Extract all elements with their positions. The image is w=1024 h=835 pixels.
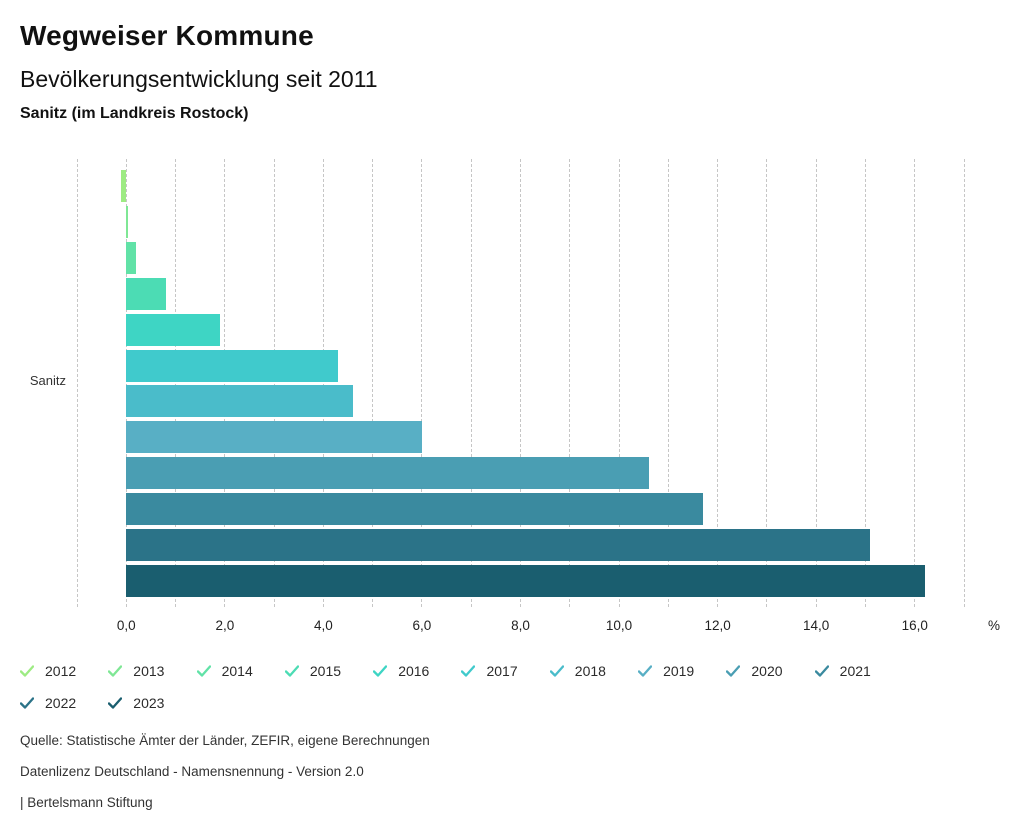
- app-title: Wegweiser Kommune: [20, 20, 314, 51]
- gridline: [421, 159, 423, 607]
- bar-2015[interactable]: [126, 277, 166, 310]
- check-icon: [284, 665, 299, 677]
- gridline: [815, 159, 817, 607]
- legend-item-2012[interactable]: 2012: [20, 655, 108, 687]
- check-icon: [108, 665, 123, 677]
- gridline: [864, 159, 866, 607]
- bar-2014[interactable]: [126, 241, 137, 274]
- legend-item-2018[interactable]: 2018: [549, 655, 638, 687]
- legend-label: 2014: [221, 663, 253, 679]
- gridline: [520, 159, 521, 607]
- gridline: [766, 159, 768, 607]
- source-note: Quelle: Statistische Ämter der Länder, Z…: [20, 733, 430, 748]
- bar-2016[interactable]: [126, 313, 220, 346]
- gridline: [569, 159, 571, 607]
- check-icon: [726, 665, 741, 677]
- check-icon: [20, 665, 34, 677]
- gridline: [963, 159, 965, 607]
- legend-label: 2012: [45, 663, 77, 679]
- bar-chart: Sanitz 0,0 2,0 4,0 6,0 8,0 10,0 12,0 14,0 16,0%: [0, 159, 1024, 639]
- chart-title: Bevölkerungsentwicklung seit 2011: [20, 66, 378, 92]
- legend-item-2021[interactable]: 2021: [814, 655, 903, 687]
- check-icon: [549, 665, 564, 677]
- plot-area: [76, 159, 965, 607]
- x-tick-4,0: 4,0: [313, 618, 333, 633]
- chart-region-subtitle: Sanitz (im Landkreis Rostock): [20, 105, 249, 122]
- check-icon: [638, 665, 653, 677]
- y-axis-category-label: Sanitz: [29, 373, 66, 388]
- legend-label: 2016: [398, 663, 430, 679]
- bar-2020[interactable]: [126, 457, 649, 490]
- gridline: [224, 159, 226, 607]
- gridline: [914, 159, 916, 607]
- x-tick-6,0: 6,0: [412, 618, 432, 633]
- x-tick-14,0: 14,0: [803, 618, 830, 633]
- bar-2013[interactable]: [126, 205, 129, 238]
- gridline: [372, 159, 374, 607]
- gridline: [125, 159, 127, 607]
- x-tick-10,0: 10,0: [605, 618, 633, 633]
- legend-item-2019[interactable]: 2019: [638, 655, 726, 687]
- x-tick-2,0: 2,0: [215, 618, 235, 633]
- gridline: [322, 159, 324, 607]
- publisher-note: | Bertelsmann Stiftung: [20, 795, 153, 810]
- x-tick-8,0: 8,0: [511, 618, 530, 633]
- check-icon: [108, 697, 123, 709]
- bar-2019[interactable]: [126, 421, 422, 454]
- gridline: [273, 159, 275, 607]
- legend-label: 2021: [839, 663, 871, 679]
- legend-item-2017[interactable]: 2017: [461, 655, 549, 687]
- legend-label: 2023: [133, 695, 165, 711]
- bar-2012[interactable]: [121, 170, 127, 202]
- legend-label: 2020: [751, 663, 783, 679]
- legend: 2012 2013 2014 2015 2016 2017 2018 2019 2020 2021…: [20, 655, 912, 719]
- legend-item-2015[interactable]: 2015: [284, 655, 373, 687]
- bar-2022[interactable]: [126, 529, 871, 561]
- legend-item-2020[interactable]: 2020: [726, 655, 814, 687]
- bar-2017[interactable]: [126, 349, 339, 382]
- gridline: [717, 159, 719, 607]
- legend-label: 2017: [486, 663, 518, 679]
- gridline: [76, 159, 78, 607]
- legend-label: 2018: [574, 663, 606, 679]
- gridline: [667, 159, 669, 607]
- bar-2023[interactable]: [126, 564, 925, 597]
- legend-item-2013[interactable]: 2013: [108, 655, 196, 687]
- bar-2021[interactable]: [126, 493, 703, 526]
- check-icon: [814, 665, 829, 677]
- x-axis-unit-label: %: [988, 618, 1001, 633]
- bar-2018[interactable]: [126, 385, 353, 418]
- legend-item-2022[interactable]: 2022: [20, 687, 108, 719]
- check-icon: [20, 697, 34, 709]
- check-icon: [373, 665, 388, 677]
- license-note: Datenlizenz Deutschland - Namensnennung …: [20, 764, 364, 779]
- gridline: [618, 159, 620, 607]
- check-icon: [461, 665, 476, 677]
- x-tick-16,0: 16,0: [901, 618, 928, 633]
- check-icon: [196, 665, 211, 677]
- legend-label: 2015: [309, 663, 342, 679]
- x-tick-12,0: 12,0: [704, 618, 731, 633]
- legend-label: 2022: [45, 695, 77, 711]
- legend-item-2014[interactable]: 2014: [196, 655, 285, 687]
- x-tick-0,0: 0,0: [116, 618, 136, 633]
- legend-item-2023[interactable]: 2023: [108, 687, 196, 719]
- gridline: [470, 159, 472, 607]
- legend-label: 2013: [133, 663, 165, 679]
- legend-label: 2019: [663, 663, 695, 679]
- gridline: [175, 159, 177, 607]
- legend-item-2016[interactable]: 2016: [373, 655, 461, 687]
